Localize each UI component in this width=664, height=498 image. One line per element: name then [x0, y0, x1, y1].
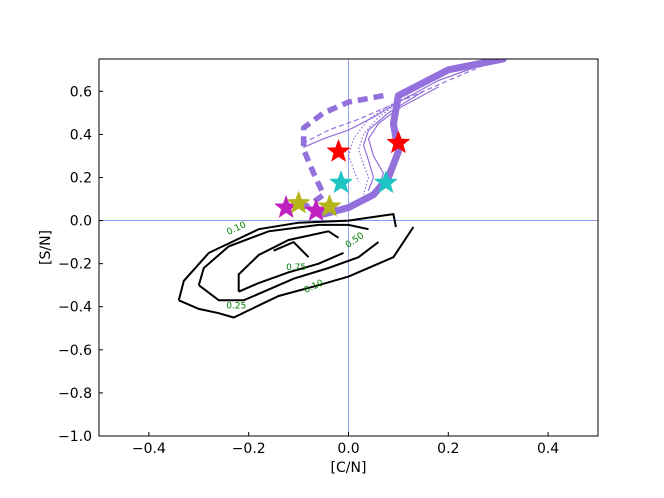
contour-label: 0.10: [303, 278, 326, 296]
star-marker: [326, 138, 351, 162]
plot-area: 0.100.100.250.500.75: [99, 59, 598, 436]
y-tick-label: −0.4: [58, 300, 92, 316]
y-tick-label: −1.0: [58, 429, 92, 445]
track-line-5: [367, 86, 439, 189]
star-marker: [386, 130, 411, 154]
track-line-3: [303, 59, 499, 148]
x-tick-label: −0.2: [232, 441, 266, 457]
star-marker: [286, 190, 311, 214]
track-line-7: [357, 95, 409, 195]
contour-line-3: [197, 223, 369, 286]
star-marker: [317, 193, 342, 217]
x-tick-label: 0.0: [337, 441, 359, 457]
track-line-6: [362, 90, 424, 191]
contour-label: 0.50: [344, 231, 366, 251]
x-tick-label: 0.2: [437, 441, 459, 457]
y-tick-label: 0.4: [70, 127, 92, 143]
contour-line-5: [237, 230, 340, 292]
y-tick-label: −0.8: [58, 386, 92, 402]
x-axis: −0.4 −0.2 0.0 0.2 0.4: [132, 432, 559, 457]
y-tick-label: 0.2: [70, 170, 92, 186]
contour-line-7: [273, 240, 310, 258]
y-tick-label: −0.6: [58, 343, 92, 359]
contour-line-4: [198, 241, 380, 302]
y-tick-label: −0.2: [58, 257, 92, 273]
x-tick-label: 0.4: [537, 441, 559, 457]
contour-label: 0.25: [226, 302, 246, 312]
track-line-1: [320, 59, 507, 218]
track-line-4: [303, 59, 499, 144]
star-marker: [328, 170, 354, 194]
contour-line-2: [178, 226, 415, 319]
x-axis-label: [C/N]: [331, 460, 367, 476]
y-axis-label: [S/N]: [38, 230, 54, 265]
y-tick-label: 0.0: [70, 214, 92, 230]
contour-line-1: [177, 212, 397, 301]
star-marker: [373, 170, 398, 194]
y-axis: −1.0 −0.8 −0.6 −0.4 −0.2 0.0 0.2 0.4 0.6: [58, 84, 103, 445]
y-tick-label: 0.6: [70, 84, 92, 100]
contour-label: 0.75: [286, 263, 306, 273]
x-tick-label: −0.4: [132, 441, 166, 457]
contour-line-6: [238, 251, 344, 293]
